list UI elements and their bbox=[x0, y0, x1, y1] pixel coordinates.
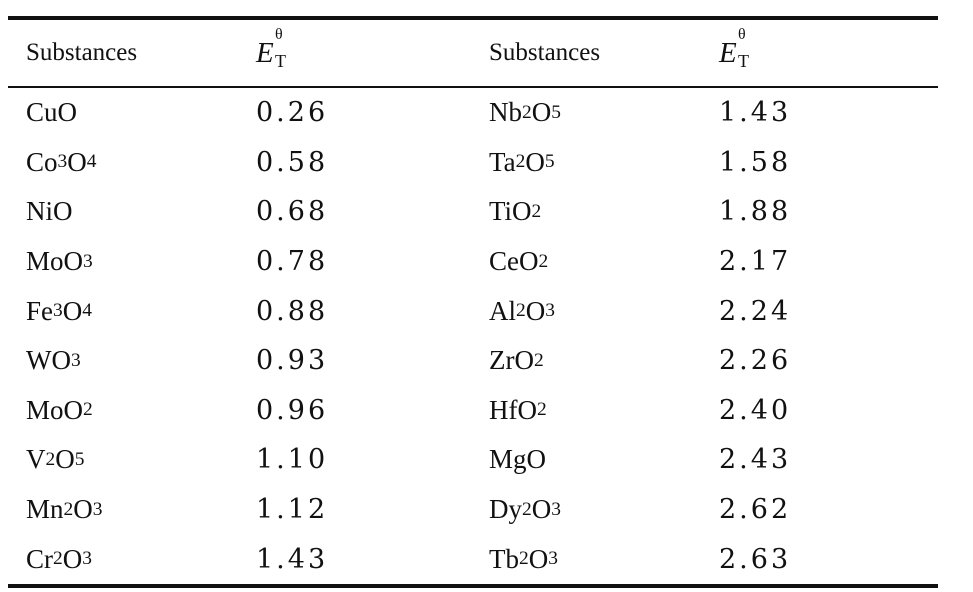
substance-cell: Mn 2 O 3 bbox=[26, 494, 103, 525]
substance-cell: Tb 2 O 3 bbox=[489, 543, 558, 574]
substance-cell: MoO 2 bbox=[26, 394, 93, 425]
substance-cell: Fe 3 O 4 bbox=[26, 295, 92, 326]
header-substances-left: Substances bbox=[26, 39, 138, 66]
substance-cell: Dy 2 O 3 bbox=[489, 494, 561, 525]
substance-cell: Cr 2 O 3 bbox=[26, 543, 92, 574]
energy-value-cell: 0.96 bbox=[256, 394, 329, 426]
substance-cell: WO 3 bbox=[26, 345, 81, 376]
substance-cell: ZrO 2 bbox=[489, 345, 544, 376]
energy-value-cell: 0.58 bbox=[256, 146, 329, 178]
substance-cell: Ta 2 O 5 bbox=[489, 146, 555, 177]
substance-cell: MgO bbox=[489, 444, 547, 475]
table-row: Cr 2 O 3 1.43 Tb 2 O 3 2.63 bbox=[8, 534, 938, 584]
energy-value-cell: 2.43 bbox=[719, 444, 792, 476]
substance-cell: NiO bbox=[26, 196, 73, 227]
substance-cell: MoO 3 bbox=[26, 246, 93, 277]
energy-value-cell: 2.62 bbox=[719, 494, 792, 526]
substance-cell: TiO 2 bbox=[489, 196, 542, 227]
substance-cell: Al 2 O 3 bbox=[489, 295, 555, 326]
table-bottom-rule bbox=[8, 583, 938, 588]
energy-value-cell: 2.17 bbox=[719, 246, 792, 278]
table-row: V 2 O 5 1.10 MgO 2.43 bbox=[8, 435, 938, 485]
table-body: CuO 0.26 Nb 2 O 5 1.43 Co 3 O 4 0.58 Ta 2 O 5 1.58 NiO 0.6… bbox=[8, 88, 938, 584]
energy-value-cell: 2.63 bbox=[719, 543, 792, 575]
table-top-rule bbox=[8, 16, 938, 20]
table-row: MoO 3 0.78 CeO 2 2.17 bbox=[8, 237, 938, 287]
table-row: CuO 0.26 Nb 2 O 5 1.43 bbox=[8, 88, 938, 138]
table-row: Fe 3 O 4 0.88 Al 2 O 3 2.24 bbox=[8, 286, 938, 336]
energy-value-cell: 1.43 bbox=[256, 543, 329, 575]
substance-cell: HfO 2 bbox=[489, 394, 547, 425]
table-row: Co 3 O 4 0.58 Ta 2 O 5 1.58 bbox=[8, 138, 938, 188]
energy-value-cell: 0.68 bbox=[256, 196, 329, 228]
table-row: Mn 2 O 3 1.12 Dy 2 O 3 2.62 bbox=[8, 485, 938, 535]
table-row: NiO 0.68 TiO 2 1.88 bbox=[8, 187, 938, 237]
energy-value-cell: 1.43 bbox=[719, 97, 792, 129]
energy-value-cell: 1.10 bbox=[256, 444, 329, 476]
energy-value-cell: 0.88 bbox=[256, 295, 329, 327]
energy-value-cell: 1.12 bbox=[256, 494, 329, 526]
energy-value-cell: 1.58 bbox=[719, 146, 792, 178]
header-substances-right: Substances bbox=[489, 39, 601, 66]
energy-value-cell: 0.26 bbox=[256, 97, 329, 129]
substance-cell: CuO bbox=[26, 97, 78, 128]
energy-value-cell: 2.26 bbox=[719, 345, 792, 377]
table-header-rule bbox=[8, 86, 938, 88]
substance-cell: Co 3 O 4 bbox=[26, 146, 97, 177]
energy-value-cell: 0.78 bbox=[256, 246, 329, 278]
table-row: MoO 2 0.96 HfO 2 2.40 bbox=[8, 386, 938, 436]
substance-cell: Nb 2 O 5 bbox=[489, 97, 561, 128]
energy-value-cell: 2.40 bbox=[719, 394, 792, 426]
table-row: WO 3 0.93 ZrO 2 2.26 bbox=[8, 336, 938, 386]
substance-cell: CeO 2 bbox=[489, 246, 549, 277]
energy-value-cell: 1.88 bbox=[719, 196, 792, 228]
energy-value-cell: 2.24 bbox=[719, 295, 792, 327]
energy-value-cell: 0.93 bbox=[256, 345, 329, 377]
